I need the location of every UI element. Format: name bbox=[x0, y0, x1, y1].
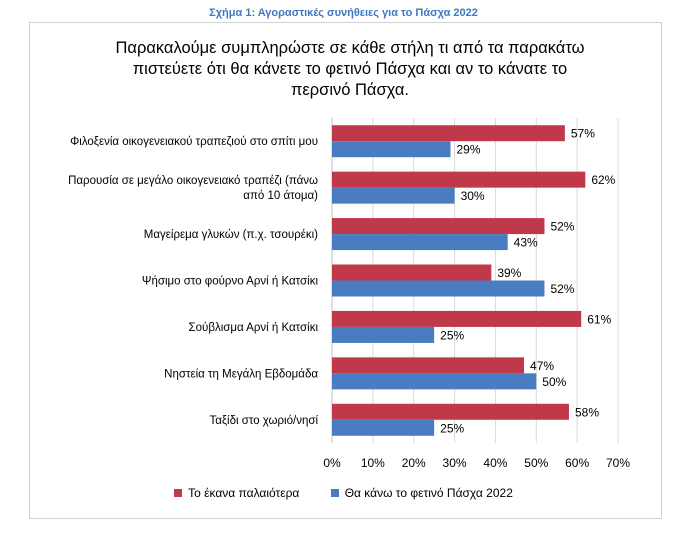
data-label-current: 25% bbox=[440, 328, 464, 342]
x-tick-label: 60% bbox=[565, 456, 589, 470]
data-label-current: 43% bbox=[514, 236, 538, 250]
data-label-current: 52% bbox=[550, 282, 574, 296]
chart-title-line: περσινό Πάσχα. bbox=[291, 81, 409, 99]
category-label: Σούβλισμα Αρνί ή Κατσίκι bbox=[189, 322, 319, 334]
category-label: Νηστεία τη Μεγάλη Εβδομάδα bbox=[164, 368, 318, 380]
chart-title-line: πιστεύετε ότι θα κάνετε το φετινό Πάσχα … bbox=[132, 60, 568, 78]
bar-previous bbox=[332, 218, 545, 235]
bar-current bbox=[332, 280, 545, 297]
legend: Το έκανα παλαιότερα Θα κάνω το φετινό Πά… bbox=[0, 486, 687, 500]
bar-previous bbox=[332, 125, 565, 142]
x-tick-label: 30% bbox=[443, 456, 467, 470]
legend-item-previous: Το έκανα παλαιότερα bbox=[174, 486, 299, 500]
data-label-previous: 62% bbox=[591, 173, 615, 187]
chart-title: Παρακαλούμε συμπληρώστε σε κάθε στήλη τι… bbox=[60, 38, 640, 101]
x-tick-label: 10% bbox=[361, 456, 385, 470]
x-tick-label: 0% bbox=[323, 456, 341, 470]
x-tick-label: 70% bbox=[606, 456, 630, 470]
bar-current bbox=[332, 373, 537, 390]
data-label-previous: 39% bbox=[497, 266, 521, 280]
bar-previous bbox=[332, 403, 569, 420]
data-label-current: 29% bbox=[456, 143, 480, 157]
legend-label-current: Θα κάνω το φετινό Πάσχα 2022 bbox=[344, 486, 513, 500]
bar-previous bbox=[332, 310, 582, 327]
bar-current bbox=[332, 234, 508, 251]
bar-current bbox=[332, 419, 435, 436]
x-tick-label: 20% bbox=[402, 456, 426, 470]
legend-label-previous: Το έκανα παλαιότερα bbox=[188, 486, 300, 500]
chart-title-line: Παρακαλούμε συμπληρώστε σε κάθε στήλη τι… bbox=[115, 39, 585, 57]
category-label: Ψήσιμο στο φούρνο Αρνί ή Κατσίκι bbox=[142, 276, 319, 288]
data-label-current: 50% bbox=[542, 375, 566, 389]
data-label-previous: 57% bbox=[571, 127, 595, 141]
bar-current bbox=[332, 187, 455, 204]
data-label-previous: 61% bbox=[587, 312, 611, 326]
data-label-previous: 47% bbox=[530, 359, 554, 373]
legend-swatch-previous bbox=[174, 489, 183, 497]
bar-current bbox=[332, 141, 451, 158]
legend-item-current: Θα κάνω το φετινό Πάσχα 2022 bbox=[330, 486, 513, 500]
bar-previous bbox=[332, 171, 586, 188]
category-label: Μαγείρεμα γλυκών (π.χ. τσουρέκι) bbox=[144, 229, 318, 241]
category-label: Φιλοξενία οικογενειακού τραπεζιού στο σπ… bbox=[70, 136, 318, 148]
x-tick-label: 50% bbox=[524, 456, 548, 470]
figure-caption: Σχήμα 1: Αγοραστικές συνήθειες για το Πά… bbox=[209, 7, 478, 19]
chart-frame bbox=[29, 22, 662, 519]
data-label-previous: 52% bbox=[550, 220, 574, 234]
category-label: Ταξίδι στο χωριό/νησί bbox=[209, 415, 318, 427]
bar-previous bbox=[332, 357, 525, 374]
bar-previous bbox=[332, 264, 492, 281]
data-label-previous: 58% bbox=[575, 405, 599, 419]
x-tick-label: 40% bbox=[483, 456, 507, 470]
category-label: Παρουσία σε μεγάλο οικογενειακό τραπέζι … bbox=[68, 175, 318, 202]
data-label-current: 25% bbox=[440, 421, 464, 435]
data-label-current: 30% bbox=[461, 189, 485, 203]
bar-current bbox=[332, 326, 435, 343]
legend-swatch-current bbox=[330, 489, 339, 497]
